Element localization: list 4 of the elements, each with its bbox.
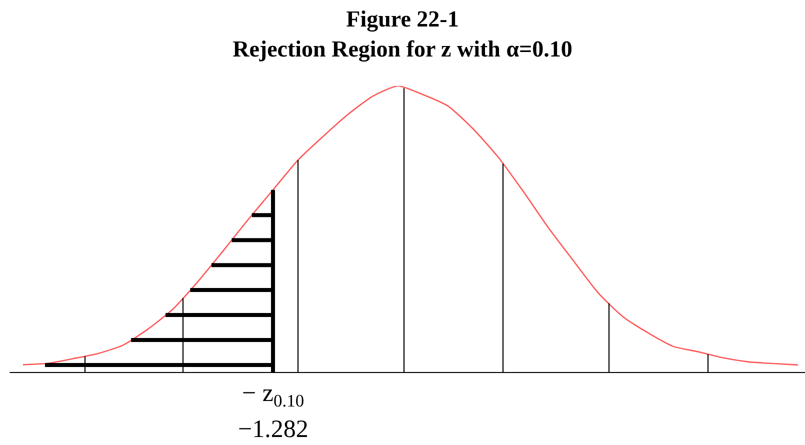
text: − z$_{0.10}$: [242, 380, 304, 410]
text: −1.282: [238, 416, 308, 443]
chart-title: Figure 22-1: [346, 6, 459, 33]
chart-subtitle: Rejection Region for z with α=0.10: [232, 36, 572, 63]
